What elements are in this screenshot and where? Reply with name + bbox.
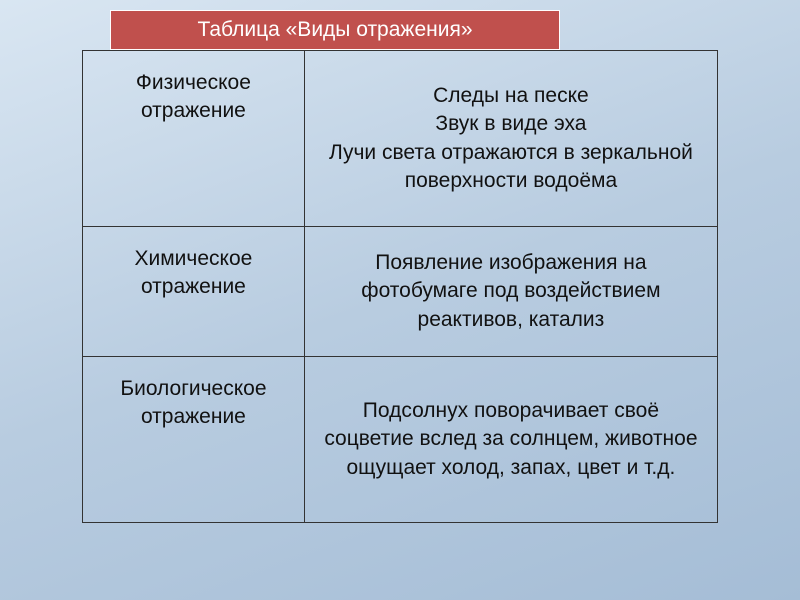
row-2-type: Биологическое отражение [83,357,305,523]
row-0-line-1: Звук в виде эха [319,110,703,138]
row-0-examples: Следы на песке Звук в виде эха Лучи свет… [304,51,717,227]
row-0-line-0: Следы на песке [319,82,703,110]
row-2-line-0: Подсолнух поворачивает своё соцветие всл… [319,397,703,482]
table-title-bar: Таблица «Виды отражения» [110,10,560,50]
row-0-line-2: Лучи света отражаются в зеркальной повер… [319,139,703,196]
table-row: Физическое отражение Следы на песке Звук… [83,51,718,227]
row-1-line-0: Появление изображения на фотобумаге под … [319,249,703,334]
row-1-type: Химическое отражение [83,227,305,357]
reflection-types-table: Физическое отражение Следы на песке Звук… [82,50,718,523]
row-2-examples: Подсолнух поворачивает своё соцветие всл… [304,357,717,523]
table-title: Таблица «Виды отражения» [197,18,472,42]
row-0-type: Физическое отражение [83,51,305,227]
table-row: Биологическое отражение Подсолнух повора… [83,357,718,523]
row-1-examples: Появление изображения на фотобумаге под … [304,227,717,357]
table-row: Химическое отражение Появление изображен… [83,227,718,357]
